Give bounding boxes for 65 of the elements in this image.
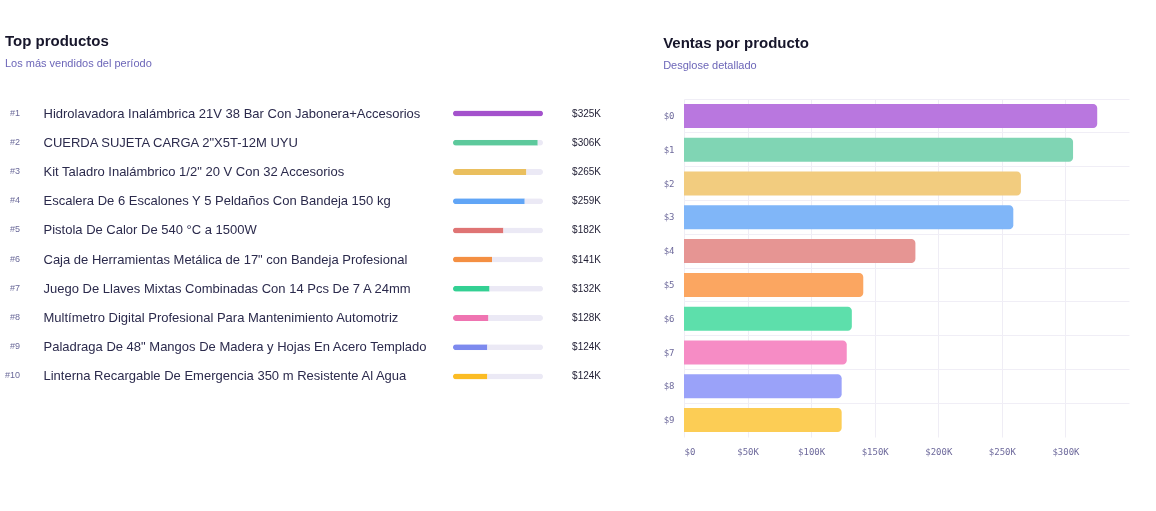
y-tick-label: $3 <box>663 212 675 223</box>
bar <box>488 315 543 321</box>
chart-subtitle: Desglose detallado <box>663 59 757 71</box>
text: #2 <box>9 136 20 147</box>
text: #7 <box>9 282 20 293</box>
text: Top productos <box>4 32 109 49</box>
y-tick-label: $2 <box>663 178 675 189</box>
y-tick-label: $4 <box>663 246 675 257</box>
bar <box>684 205 1014 230</box>
data-label: $124K <box>572 341 602 353</box>
y-tick-label: Escalera De 6 Escalones Y 5 Peldaños Con Bandeja 150 kg <box>43 193 391 209</box>
text: #9 <box>9 341 20 352</box>
x-tick-label: $0 <box>684 446 696 457</box>
text: Los más vendidos del período <box>4 57 152 69</box>
bar <box>684 340 847 365</box>
x-tick-label: $50K <box>737 446 760 457</box>
y-tick-label: Pistola De Calor De 540 °C a 1500W <box>43 222 258 238</box>
bar <box>684 239 916 264</box>
text: #6 <box>9 253 20 264</box>
y-tick-label: $8 <box>663 381 675 392</box>
y-tick-label: Multímetro Digital Profesional Para Mantenimiento Automotriz <box>43 310 399 325</box>
y-tick-label: $0 <box>663 110 675 121</box>
text: #1 <box>9 107 20 118</box>
text: #5 <box>9 224 20 235</box>
x-tick-label: $200K <box>925 446 953 457</box>
y-tick-label: Juego De Llaves Mixtas Combinadas Con 14 Pcs De 7 A 24mm <box>43 280 411 296</box>
y-tick-label: Paladraga De 48" Mangos De Madera y Hojas En Acero Templado <box>43 339 427 355</box>
data-label: $132K <box>572 282 602 294</box>
bar <box>684 171 1021 196</box>
bar <box>684 272 864 297</box>
bar <box>526 169 543 175</box>
bar <box>453 315 489 321</box>
y-tick-label: Caja de Herramientas Metálica de 17" con Bandeja Profesional <box>43 251 408 267</box>
y-tick-label: Kit Taladro Inalámbrico 1/2" 20 V Con 32 Accesorios <box>43 164 345 179</box>
text: #8 <box>9 312 20 322</box>
y-tick-label: $9 <box>663 415 675 426</box>
data-label: $182K <box>572 224 602 236</box>
bar <box>684 306 852 331</box>
data-label: $124K <box>572 370 602 382</box>
y-tick-label: $5 <box>663 279 675 290</box>
y-tick-label: $1 <box>663 144 675 155</box>
data-label: $306K <box>572 136 602 148</box>
data-label: $128K <box>572 312 602 323</box>
x-tick-label: $150K <box>861 446 890 457</box>
bar <box>684 374 842 399</box>
data-label: $141K <box>572 253 602 265</box>
chart-title: Ventas por producto <box>663 34 810 51</box>
data-label: $265K <box>572 166 602 177</box>
bar <box>453 169 527 175</box>
bar <box>684 408 842 433</box>
text: #10 <box>4 370 20 381</box>
bar <box>684 137 1074 162</box>
text: #4 <box>9 195 20 206</box>
y-tick-label: CUERDA SUJETA CARGA 2"X5T-12M UYU <box>43 134 298 150</box>
x-tick-label: $100K <box>798 446 826 457</box>
text: #3 <box>9 166 20 176</box>
x-tick-label: $250K <box>988 446 1017 457</box>
data-label: $325K <box>572 107 602 119</box>
y-tick-label: $7 <box>663 347 675 358</box>
y-tick-label: Hidrolavadora Inalámbrica 21V 38 Bar Con Jabonera+Accesorios <box>43 105 421 121</box>
y-tick-label: Linterna Recargable De Emergencia 350 m Resistente Al Agua <box>43 368 408 384</box>
y-tick-label: $6 <box>663 313 675 324</box>
x-tick-label: $300K <box>1052 446 1081 457</box>
bar <box>684 103 1098 128</box>
data-label: $259K <box>572 195 602 207</box>
